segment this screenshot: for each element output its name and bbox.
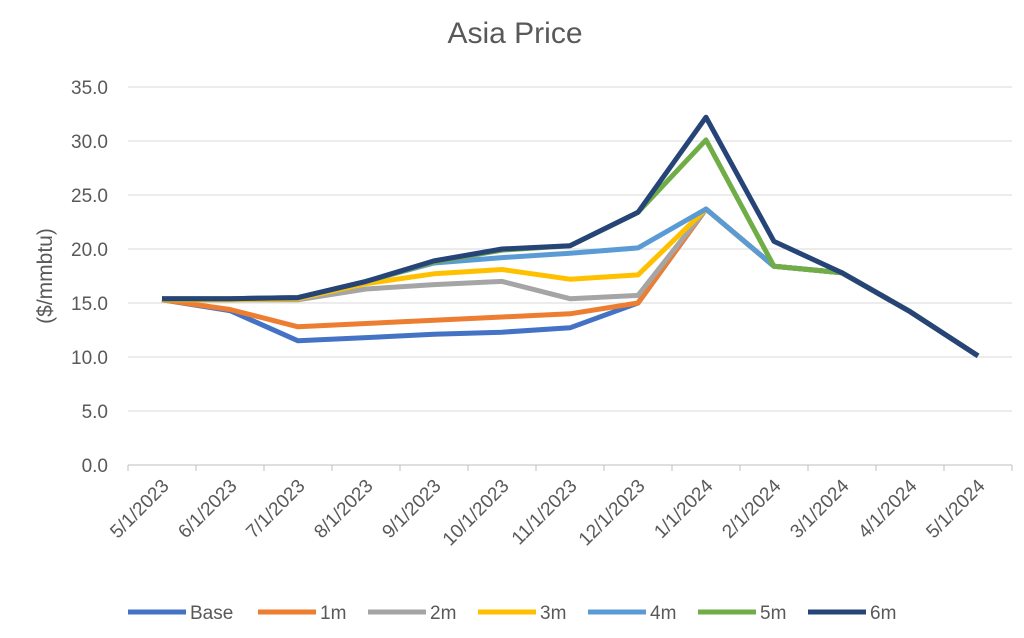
series-line-6m [162, 114, 980, 358]
x-tick-label: 7/1/2023 [242, 476, 309, 543]
x-tick-label: 10/1/2023 [439, 476, 514, 551]
x-tick-label: 3/1/2024 [786, 475, 853, 542]
y-axis-label: ($/mmbtu) [34, 228, 57, 324]
x-tick-label: 11/1/2023 [508, 476, 582, 550]
y-tick-label: 0.0 [82, 456, 108, 477]
x-tick-label: 5/1/2023 [106, 476, 173, 543]
legend: Base 1m 2m 3m 4m 5m 6m [128, 603, 896, 624]
legend-label: 2m [430, 603, 456, 624]
x-tick-label: 8/1/2023 [310, 476, 377, 543]
x-tick-label: 4/1/2024 [854, 475, 921, 542]
chart-title: Asia Price [447, 17, 582, 50]
y-tick-label: 25.0 [71, 186, 108, 207]
legend-label: 4m [650, 603, 676, 624]
legend-label: 6m [870, 603, 896, 624]
y-tick-label: 10.0 [71, 348, 108, 369]
x-tick-label: 12/1/2023 [575, 476, 650, 551]
x-tick-label: 1/1/2024 [650, 475, 717, 542]
x-tick-label: 6/1/2023 [174, 476, 241, 543]
y-tick-label: 35.0 [71, 78, 108, 99]
x-axis-ticks: 5/1/2023 6/1/2023 7/1/2023 8/1/2023 9/1/2023… [106, 465, 1013, 551]
y-tick-label: 20.0 [71, 240, 108, 261]
legend-label: 1m [320, 603, 346, 624]
x-tick-label: 9/1/2023 [378, 476, 445, 543]
series-lines [161, 114, 980, 358]
y-tick-label: 5.0 [82, 402, 108, 423]
legend-label: 3m [540, 603, 566, 624]
gridlines [128, 86, 1012, 466]
y-axis-ticks: 0.0 5.0 10.0 15.0 20.0 25.0 30.0 35.0 [71, 78, 108, 477]
x-tick-label: 5/1/2024 [922, 475, 989, 542]
legend-label: Base [190, 603, 233, 624]
y-tick-label: 30.0 [71, 132, 108, 153]
y-tick-label: 15.0 [71, 294, 108, 315]
legend-label: 5m [760, 603, 786, 624]
x-tick-label: 2/1/2024 [718, 475, 785, 542]
